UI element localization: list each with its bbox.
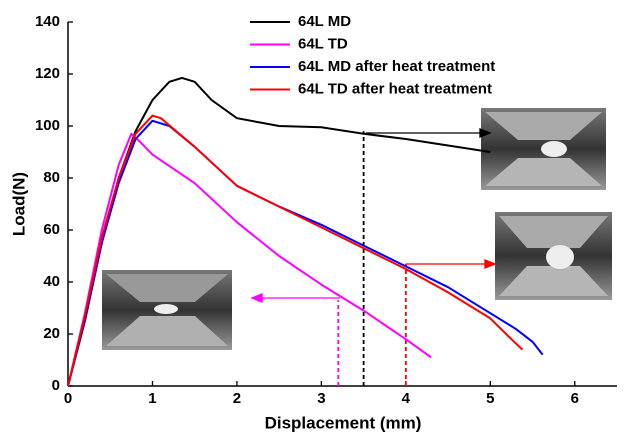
arrow <box>252 294 340 302</box>
y-axis-label: Load(N) <box>9 172 28 236</box>
y-tick-label: 120 <box>35 65 60 82</box>
y-tick-label: 60 <box>43 221 60 238</box>
legend-label: 64L TD <box>298 35 348 52</box>
y-tick-label: 140 <box>35 13 60 30</box>
x-tick-label: 0 <box>64 390 72 407</box>
x-tick-label: 5 <box>486 390 494 407</box>
inset-photo <box>102 270 232 350</box>
x-tick-label: 6 <box>571 390 579 407</box>
legend-label: 64L TD after heat treatment <box>298 80 492 97</box>
y-tick-label: 20 <box>43 325 60 342</box>
legend-label: 64L MD after heat treatment <box>298 58 495 75</box>
x-tick-label: 2 <box>233 390 241 407</box>
y-tick-label: 80 <box>43 169 60 186</box>
y-tick-label: 0 <box>52 377 60 394</box>
chart: Displacement (mm) Load(N) 02040608010012… <box>0 0 626 435</box>
arrow <box>406 260 495 268</box>
x-tick-label: 1 <box>148 390 156 407</box>
y-tick-label: 40 <box>43 273 60 290</box>
inset-photo <box>495 212 612 300</box>
x-tick-label: 3 <box>317 390 325 407</box>
y-tick-label: 100 <box>35 117 60 134</box>
legend-label: 64L MD <box>298 13 351 30</box>
inset-photo <box>481 108 606 190</box>
x-tick-label: 4 <box>402 390 411 407</box>
x-axis-label: Displacement (mm) <box>265 413 422 432</box>
